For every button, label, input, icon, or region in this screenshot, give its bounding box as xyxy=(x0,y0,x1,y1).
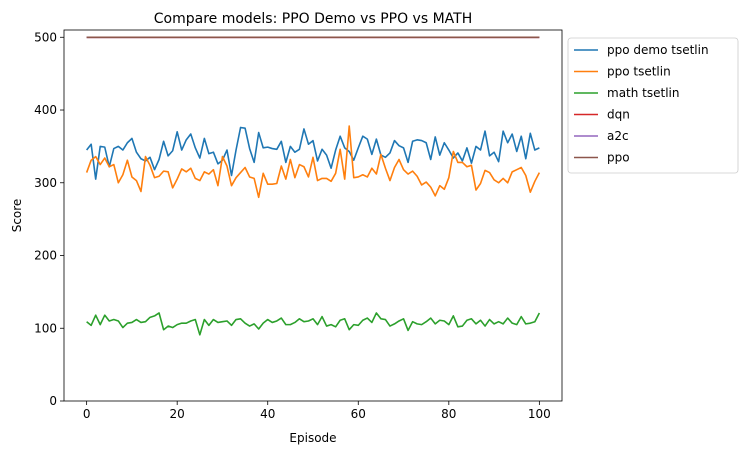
axes-frame xyxy=(63,29,563,402)
legend-label-dqn: dqn xyxy=(607,108,630,122)
legend-label-ppo: ppo xyxy=(607,151,630,165)
legend-label-ppo-demo-tsetlin: ppo demo tsetlin xyxy=(607,43,709,57)
y-tick-label: 0 xyxy=(49,394,57,408)
y-axis-label: Score xyxy=(10,199,24,233)
y-axis-ticks: 0 100 200 300 400 500 xyxy=(34,30,64,408)
x-tick-label: 0 xyxy=(83,407,91,421)
x-tick-label: 80 xyxy=(441,407,456,421)
series-line-math-tsetlin xyxy=(86,312,541,336)
y-tick-label: 200 xyxy=(34,249,57,263)
x-axis-ticks: 0 20 40 60 80 100 xyxy=(83,401,551,421)
series-line-ppo-demo-tsetlin xyxy=(86,126,540,180)
y-tick-label: 400 xyxy=(34,103,57,117)
legend-label-a2c: a2c xyxy=(607,129,629,143)
legend: ppo demo tsetlin ppo tsetlin math tsetlin d… xyxy=(567,37,739,174)
x-tick-label: 40 xyxy=(260,407,275,421)
y-tick-label: 100 xyxy=(34,321,57,335)
legend-label-ppo-tsetlin: ppo tsetlin xyxy=(607,65,671,79)
series-line-ppo-tsetlin xyxy=(85,125,541,199)
x-tick-label: 100 xyxy=(528,407,551,421)
x-tick-label: 60 xyxy=(351,407,366,421)
plot-area xyxy=(85,36,541,336)
legend-label-math-tsetlin: math tsetlin xyxy=(607,86,680,100)
legend-box xyxy=(567,37,739,174)
x-tick-label: 20 xyxy=(170,407,185,421)
chart-title: Compare models: PPO Demo vs PPO vs MATH xyxy=(154,11,472,27)
y-tick-label: 500 xyxy=(34,30,57,44)
x-axis-label: Episode xyxy=(289,431,336,445)
y-tick-label: 300 xyxy=(34,176,57,190)
